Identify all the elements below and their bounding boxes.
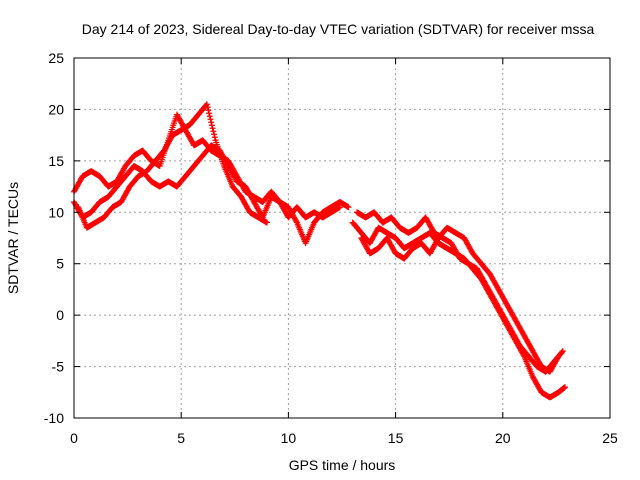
x-tick-label: 25 [602, 430, 618, 446]
data-layer [71, 101, 568, 401]
x-tick-label: 15 [388, 430, 404, 446]
y-tick-label: -5 [52, 359, 65, 375]
data-point [205, 107, 212, 114]
chart-title: Day 214 of 2023, Sidereal Day-to-day VTE… [82, 21, 595, 37]
data-point [555, 353, 562, 360]
x-axis-title: GPS time / hours [289, 457, 396, 473]
series-trace-6 [358, 224, 562, 375]
data-point [203, 101, 210, 108]
data-point [336, 204, 343, 211]
data-point [345, 204, 352, 211]
series-trace-4 [349, 219, 568, 401]
x-tick-label: 0 [70, 430, 78, 446]
y-tick-label: 5 [56, 256, 64, 272]
data-point [209, 125, 216, 132]
data-point [263, 219, 270, 226]
plot-frame [73, 57, 611, 419]
series-trace-3 [75, 101, 270, 231]
series-trace-2 [71, 111, 343, 221]
x-tick-label: 5 [177, 430, 185, 446]
data-point [559, 348, 566, 355]
series-trace-1 [71, 142, 352, 247]
data-point [207, 116, 214, 123]
data-point [561, 384, 568, 391]
y-axis-title: SDTVAR / TECUs [5, 182, 21, 294]
data-point [208, 119, 215, 126]
y-tick-label: 20 [48, 101, 64, 117]
data-point [206, 110, 213, 117]
y-tick-label: 10 [48, 204, 64, 220]
y-tick-label: 15 [48, 153, 64, 169]
x-tick-label: 20 [495, 430, 511, 446]
series-trace-5 [354, 209, 566, 375]
data-point [559, 349, 566, 355]
data-point [206, 113, 213, 120]
grid-layer [74, 58, 610, 418]
y-tick-label: 25 [48, 50, 64, 66]
y-tick-label: -10 [44, 410, 64, 426]
tick-layer: 0 5 10 15 20 25 -10 -5 0 5 10 15 20 25 [44, 50, 618, 446]
data-point [204, 104, 211, 111]
data-point [211, 131, 218, 138]
y-tick-label: 0 [56, 307, 64, 323]
data-point [554, 354, 561, 361]
x-tick-label: 10 [281, 430, 297, 446]
data-point [211, 134, 218, 141]
data-point [210, 128, 217, 135]
data-point [208, 122, 215, 129]
